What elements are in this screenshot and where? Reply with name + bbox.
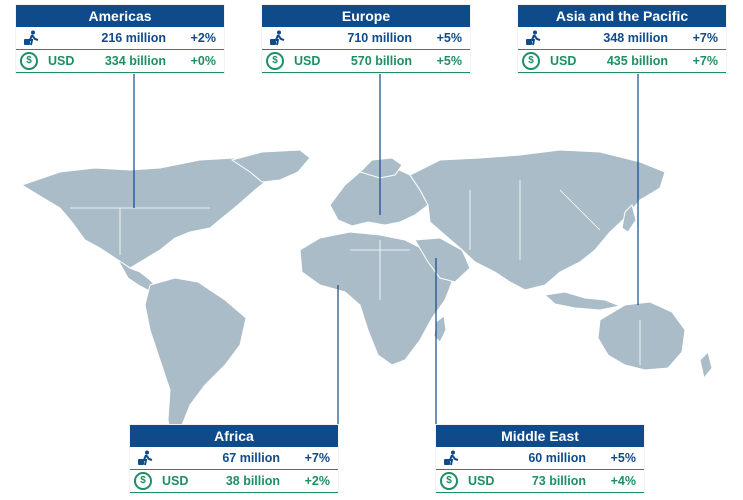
arrivals-row: 67 million +7%	[130, 447, 338, 470]
receipts-currency: USD	[48, 54, 75, 68]
receipts-currency: USD	[294, 54, 321, 68]
greenland-landmass	[230, 149, 311, 183]
receipts-currency: USD	[162, 474, 189, 488]
arrivals-row: 216 million +2%	[16, 27, 224, 50]
receipts-currency: USD	[550, 54, 577, 68]
arrivals-change: +5%	[436, 31, 462, 45]
traveler-with-suitcase-icon	[24, 30, 39, 46]
region-card-middle-east: Middle East 60 million +5% $ USD 73 bill…	[436, 425, 644, 493]
receipts-row: $ USD 38 billion +2%	[130, 470, 338, 493]
borders	[70, 180, 641, 365]
arrivals-change: +7%	[304, 451, 330, 465]
receipts-value: 73 billion	[531, 474, 586, 488]
arabia-landmass	[414, 237, 471, 283]
region-title: Asia and the Pacific	[518, 5, 726, 27]
arrivals-value: 710 million	[347, 31, 412, 45]
africa-landmass	[299, 231, 453, 366]
receipts-change: +2%	[304, 474, 330, 488]
receipts-change: +7%	[692, 54, 718, 68]
north-america-landmass	[20, 157, 271, 269]
receipts-change: +0%	[190, 54, 216, 68]
receipts-row: $ USD 73 billion +4%	[436, 470, 644, 493]
dollar-coin-icon: $	[20, 52, 38, 70]
asia-landmass	[409, 149, 666, 291]
receipts-row: $ USD 435 billion +7%	[518, 50, 726, 73]
arrivals-change: +2%	[190, 31, 216, 45]
dollar-coin-icon: $	[266, 52, 284, 70]
arrivals-change: +7%	[692, 31, 718, 45]
dollar-coin-icon: $	[134, 472, 152, 490]
arrivals-row: 60 million +5%	[436, 447, 644, 470]
receipts-value: 570 billion	[350, 54, 412, 68]
receipts-currency: USD	[468, 474, 495, 488]
traveler-with-suitcase-icon	[270, 30, 285, 46]
receipts-value: 435 billion	[606, 54, 668, 68]
region-card-europe: Europe 710 million +5% $ USD 570 billion…	[262, 5, 470, 73]
arrivals-value: 216 million	[101, 31, 166, 45]
dollar-coin-icon: $	[440, 472, 458, 490]
new-zealand-landmass	[699, 351, 713, 380]
receipts-change: +5%	[436, 54, 462, 68]
arrivals-row: 348 million +7%	[518, 27, 726, 50]
indonesia-landmass	[543, 291, 622, 311]
receipts-value: 38 billion	[225, 474, 280, 488]
receipts-value: 334 billion	[104, 54, 166, 68]
traveler-with-suitcase-icon	[138, 450, 153, 466]
region-title: Americas	[16, 5, 224, 27]
arrivals-value: 67 million	[222, 451, 280, 465]
region-title: Africa	[130, 425, 338, 447]
dollar-coin-icon: $	[522, 52, 540, 70]
region-title: Europe	[262, 5, 470, 27]
traveler-with-suitcase-icon	[526, 30, 541, 46]
region-card-americas: Americas 216 million +2% $ USD 334 billi…	[16, 5, 224, 73]
receipts-change: +4%	[610, 474, 636, 488]
receipts-row: $ USD 570 billion +5%	[262, 50, 470, 73]
australia-landmass	[597, 301, 686, 371]
madagascar-landmass	[433, 315, 447, 343]
region-title: Middle East	[436, 425, 644, 447]
arrivals-value: 348 million	[603, 31, 668, 45]
region-card-africa: Africa 67 million +7% $ USD 38 billion +…	[130, 425, 338, 493]
traveler-with-suitcase-icon	[444, 450, 459, 466]
arrivals-value: 60 million	[528, 451, 586, 465]
arrivals-change: +5%	[610, 451, 636, 465]
japan-landmass	[621, 204, 637, 233]
region-card-asia-pacific: Asia and the Pacific 348 million +7% $ U…	[518, 5, 726, 73]
south-america-landmass	[144, 277, 247, 442]
receipts-row: $ USD 334 billion +0%	[16, 50, 224, 73]
arrivals-row: 710 million +5%	[262, 27, 470, 50]
